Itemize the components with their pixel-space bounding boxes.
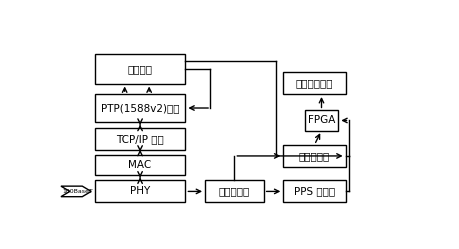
FancyBboxPatch shape <box>305 110 338 130</box>
FancyBboxPatch shape <box>95 94 185 122</box>
FancyBboxPatch shape <box>283 180 346 202</box>
Text: TCP/IP 协议: TCP/IP 协议 <box>116 134 164 144</box>
Polygon shape <box>61 186 91 197</box>
FancyBboxPatch shape <box>95 154 185 175</box>
FancyBboxPatch shape <box>95 54 185 84</box>
Text: 100BaseT: 100BaseT <box>62 189 93 194</box>
Text: PPS 生成器: PPS 生成器 <box>294 187 335 196</box>
Text: 其他频率输出: 其他频率输出 <box>296 78 333 88</box>
FancyBboxPatch shape <box>283 72 346 94</box>
Text: 频率合成器: 频率合成器 <box>299 151 330 161</box>
FancyBboxPatch shape <box>95 128 185 150</box>
FancyBboxPatch shape <box>95 180 185 202</box>
Text: FPGA: FPGA <box>308 116 335 125</box>
Text: 时间戜引擎: 时间戜引擎 <box>219 187 250 196</box>
FancyBboxPatch shape <box>283 145 346 167</box>
Text: MAC: MAC <box>129 160 152 170</box>
Text: PHY: PHY <box>130 187 150 196</box>
Text: 时钟算法: 时钟算法 <box>128 64 152 74</box>
Text: PTP(1588v2)协议: PTP(1588v2)协议 <box>101 103 179 113</box>
FancyBboxPatch shape <box>205 180 264 202</box>
